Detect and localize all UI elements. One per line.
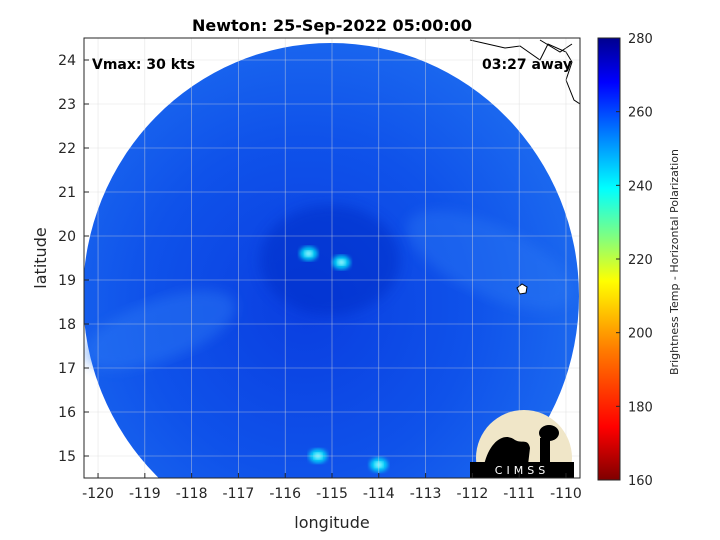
colorbar-tick-label: 280 [628, 32, 653, 47]
y-tick-label: 24 [58, 53, 76, 69]
x-tick-label: -111 [503, 486, 535, 502]
colorbar-tick-label: 160 [628, 474, 653, 489]
convection-features [299, 246, 388, 472]
y-tick-label: 20 [58, 229, 76, 245]
x-tick-label: -112 [456, 486, 488, 502]
x-axis-label: longitude [294, 513, 369, 532]
y-tick-label: 23 [58, 97, 76, 113]
x-tick-label: -114 [363, 486, 395, 502]
y-tick-label: 21 [58, 185, 76, 201]
colorbar-tick-label: 220 [628, 253, 653, 268]
y-axis: 15 16 17 18 19 20 21 22 23 24 [58, 53, 89, 465]
x-tick-label: -115 [316, 486, 348, 502]
grid [84, 38, 580, 478]
colorbar-tick-label: 260 [628, 106, 653, 121]
x-tick-label: -116 [269, 486, 301, 502]
x-tick-label: -113 [410, 486, 442, 502]
y-axis-label: latitude [31, 227, 50, 288]
y-tick-label: 17 [58, 361, 76, 377]
swath-light-band [84, 290, 236, 370]
colorbar-tick-label: 240 [628, 179, 653, 194]
colorbar-tick-label: 200 [628, 327, 653, 342]
convection-core-convection-core [304, 250, 313, 257]
x-tick-label: -110 [550, 486, 582, 502]
logo-text: CIMSS [495, 464, 549, 477]
x-tick-label: -118 [176, 486, 208, 502]
x-axis: -120 -119 -118 -117 -116 -115 -114 -113 -112 -111… [82, 473, 582, 502]
island [516, 283, 528, 295]
colorbar-ticks: 160 180 200 220 240 260 280 [616, 32, 653, 489]
coastline-2 [539, 39, 573, 53]
y-tick-label: 18 [58, 317, 76, 333]
swath-dark-ring [260, 205, 400, 315]
chart-title: Newton: 25-Sep-2022 05:00:00 [192, 16, 472, 35]
y-tick-label: 19 [58, 273, 76, 289]
x-tick-label: -117 [223, 486, 255, 502]
convection-core-convection-east [337, 259, 346, 266]
cimss-logo: CIMSS [470, 410, 574, 478]
time-offset-annotation: 03:27 away [482, 57, 572, 73]
swath-light-band-east [407, 210, 573, 310]
x-tick-label: -119 [129, 486, 161, 502]
colorbar-tick-label: 180 [628, 400, 653, 415]
x-tick-label: -120 [82, 486, 114, 502]
vmax-annotation: Vmax: 30 kts [92, 57, 195, 73]
y-tick-label: 22 [58, 141, 76, 157]
y-tick-label: 15 [58, 449, 76, 465]
colorbar-label: Brightness Temp - Horizontal Polarizatio… [668, 149, 681, 375]
coastline [469, 39, 580, 105]
y-tick-label: 16 [58, 405, 76, 421]
